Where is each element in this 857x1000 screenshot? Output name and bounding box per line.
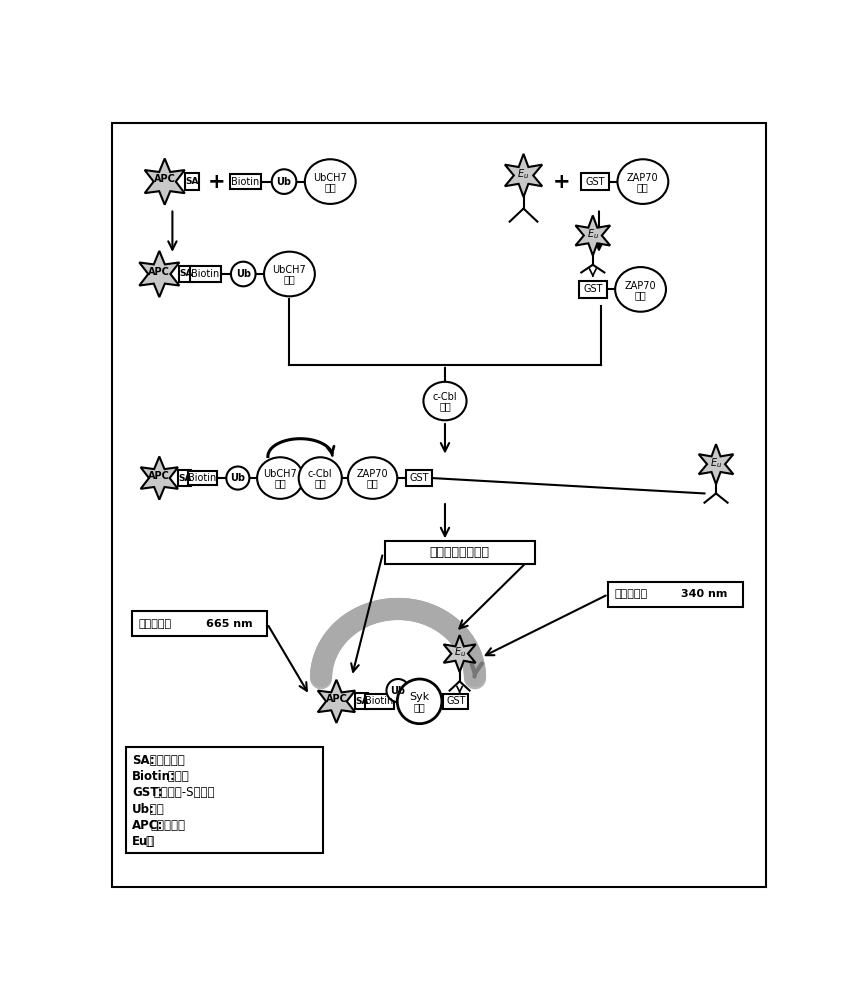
FancyBboxPatch shape (365, 694, 393, 709)
FancyBboxPatch shape (443, 694, 468, 709)
FancyBboxPatch shape (231, 174, 261, 189)
Text: Ub: Ub (277, 177, 291, 187)
FancyBboxPatch shape (179, 266, 193, 282)
Ellipse shape (398, 679, 442, 724)
FancyBboxPatch shape (579, 281, 607, 298)
Text: SA: SA (355, 697, 369, 706)
Text: UbCH7: UbCH7 (263, 469, 297, 479)
Text: Biotin: Biotin (365, 696, 393, 706)
Text: 泛素: 泛素 (146, 803, 164, 816)
Ellipse shape (423, 382, 466, 420)
Text: SA: SA (179, 269, 193, 278)
Text: APC:: APC: (132, 819, 164, 832)
Text: 蛋白: 蛋白 (325, 182, 336, 192)
Polygon shape (698, 444, 734, 484)
Text: 荧光共振能量转移: 荧光共振能量转移 (429, 546, 489, 559)
Text: Biotin: Biotin (191, 269, 219, 279)
Polygon shape (505, 154, 542, 197)
Text: Biotin:: Biotin: (132, 770, 177, 783)
Text: ZAP70: ZAP70 (625, 281, 656, 291)
Text: 蛋白: 蛋白 (439, 401, 451, 411)
Text: 蛋白: 蛋白 (274, 478, 286, 488)
Text: +: + (207, 172, 225, 192)
Text: SA: SA (185, 177, 199, 186)
Ellipse shape (615, 267, 666, 312)
Polygon shape (576, 215, 610, 256)
FancyBboxPatch shape (126, 747, 322, 853)
Text: 蛋白: 蛋白 (367, 478, 379, 488)
Text: 蛋白: 蛋白 (284, 274, 296, 284)
Circle shape (387, 679, 410, 702)
Circle shape (226, 467, 249, 490)
Text: 蛋白: 蛋白 (637, 182, 649, 192)
Text: Ub: Ub (236, 269, 251, 279)
FancyBboxPatch shape (178, 470, 191, 486)
Polygon shape (444, 635, 476, 672)
FancyBboxPatch shape (112, 123, 766, 887)
Text: c-Cbl: c-Cbl (433, 392, 458, 402)
Ellipse shape (257, 457, 303, 499)
FancyBboxPatch shape (608, 582, 743, 607)
Circle shape (231, 262, 255, 286)
Text: APC: APC (153, 174, 176, 184)
Text: Biotin: Biotin (231, 177, 260, 187)
Text: c-Cbl: c-Cbl (308, 469, 333, 479)
Ellipse shape (264, 252, 315, 296)
Text: GST:: GST: (132, 786, 163, 799)
Text: Syk: Syk (410, 692, 429, 702)
Text: SA:: SA: (132, 754, 155, 767)
FancyBboxPatch shape (385, 541, 535, 564)
Text: APC: APC (148, 267, 171, 277)
Polygon shape (318, 680, 355, 723)
Circle shape (272, 169, 297, 194)
Text: 蛋白: 蛋白 (315, 478, 327, 488)
Text: GST: GST (409, 473, 428, 483)
Polygon shape (140, 251, 179, 297)
Text: Biotin: Biotin (189, 473, 217, 483)
Text: 蛋白: 蛋白 (635, 290, 646, 300)
Polygon shape (141, 456, 178, 500)
Text: $E_u$: $E_u$ (710, 456, 722, 470)
Text: +: + (554, 172, 571, 192)
FancyBboxPatch shape (190, 266, 221, 282)
FancyBboxPatch shape (132, 611, 267, 636)
FancyBboxPatch shape (581, 173, 609, 190)
Text: Eu：: Eu： (132, 835, 156, 848)
Text: 蛋白: 蛋白 (414, 703, 425, 713)
FancyBboxPatch shape (189, 471, 217, 485)
Text: $E_u$: $E_u$ (453, 645, 465, 659)
Text: $E_u$: $E_u$ (587, 227, 599, 241)
Text: SA: SA (178, 474, 191, 483)
Text: GST: GST (446, 696, 465, 706)
Text: ZAP70: ZAP70 (627, 173, 659, 183)
Ellipse shape (617, 159, 668, 204)
Polygon shape (145, 158, 185, 205)
Text: UbCH7: UbCH7 (273, 265, 306, 275)
Text: 发射波长：: 发射波长： (614, 589, 648, 599)
Text: 链隒亲和素: 链隒亲和素 (146, 754, 184, 767)
Text: APC: APC (326, 694, 347, 704)
Text: Ub: Ub (391, 686, 405, 696)
Text: UbCH7: UbCH7 (314, 173, 347, 183)
FancyBboxPatch shape (185, 173, 199, 190)
Text: $E_u$: $E_u$ (518, 167, 530, 181)
FancyBboxPatch shape (405, 470, 432, 486)
Text: 谷胱甘肽-S转移酶: 谷胱甘肽-S转移酶 (150, 786, 215, 799)
Text: 340 nm: 340 nm (681, 589, 728, 599)
Ellipse shape (348, 457, 398, 499)
Text: ZAP70: ZAP70 (357, 469, 388, 479)
Text: Ub: Ub (231, 473, 245, 483)
FancyBboxPatch shape (356, 693, 369, 709)
Text: APC: APC (148, 471, 171, 481)
Ellipse shape (299, 457, 342, 499)
Text: 665 nm: 665 nm (206, 619, 252, 629)
Text: 生物素: 生物素 (164, 770, 189, 783)
Text: GST: GST (585, 177, 605, 187)
Text: 别藻蓝蛋白: 别藻蓝蛋白 (150, 819, 185, 832)
Text: 锂: 锂 (146, 835, 153, 848)
Ellipse shape (305, 159, 356, 204)
Text: GST: GST (583, 284, 602, 294)
Text: Ub:: Ub: (132, 803, 155, 816)
Text: 检测波长：: 检测波长： (139, 619, 171, 629)
